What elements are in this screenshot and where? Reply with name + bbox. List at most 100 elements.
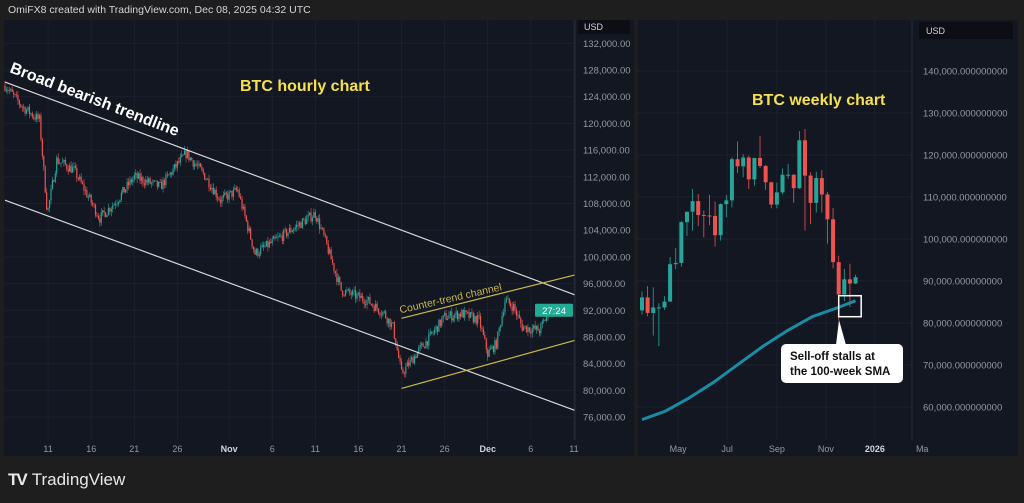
weekly-candle [718, 204, 723, 236]
hourly-candle [495, 340, 497, 349]
sma-100-week-line[interactable] [641, 299, 857, 422]
hourly-candle [377, 308, 380, 314]
hourly-time-axis[interactable] [5, 440, 633, 456]
callout-line1: Sell-off stalls at [790, 351, 875, 363]
hourly-candle [385, 311, 387, 318]
hourly-price-axis[interactable] [575, 20, 633, 440]
weekly-candle [802, 140, 807, 176]
hourly-candle [162, 179, 164, 190]
hourly-candle [194, 163, 196, 167]
countdown-badge [535, 303, 573, 317]
hourly-candle [66, 164, 68, 169]
hourly-candle [445, 313, 447, 320]
hourly-candle [202, 169, 204, 173]
hourly-candle [446, 318, 449, 320]
weekly-candle [684, 211, 689, 223]
hourly-candle [465, 310, 467, 312]
hourly-candle [296, 224, 298, 228]
weekly-candle [758, 157, 763, 166]
hourly-candle [224, 192, 226, 196]
x-tick-label: Nov [818, 444, 835, 454]
hourly-candle [87, 196, 89, 198]
hourly-candle [97, 216, 99, 219]
hourly-candle [340, 282, 342, 291]
weekly-candle [797, 140, 802, 189]
hourly-candle [4, 85, 6, 91]
hourly-candle [487, 349, 489, 357]
hourly-candle [438, 319, 440, 332]
hourly-candle [336, 273, 338, 283]
weekly-candle [673, 262, 678, 265]
hourly-candle [449, 311, 451, 316]
hourly-candle [37, 113, 39, 119]
hourly-candle [426, 341, 428, 346]
hourly-candle [125, 189, 127, 193]
hourly-candle [165, 174, 167, 186]
hourly-candle [56, 157, 58, 174]
callout-bubble [781, 344, 903, 383]
hourly-candle [290, 228, 292, 233]
bearish-trendline[interactable] [4, 199, 576, 411]
hourly-candle [459, 313, 462, 317]
hourly-candle [393, 322, 395, 339]
hourly-candle [96, 215, 98, 217]
hourly-candle [14, 94, 16, 95]
bearish-trendline[interactable] [4, 81, 576, 296]
hourly-candle [502, 312, 505, 316]
y-tick-label: 120,000.000000000 [923, 151, 1008, 162]
hourly-candle [494, 340, 496, 353]
hourly-candle [507, 298, 509, 300]
hourly-candle [478, 315, 480, 316]
hourly-candle [517, 314, 519, 316]
hourly-candle [337, 277, 339, 283]
counter-trend-channel-line[interactable] [401, 274, 576, 319]
chart-credit: OmiFX8 created with TradingView.com, Dec… [8, 4, 311, 16]
hourly-candle [30, 113, 32, 115]
hourly-candle [10, 89, 12, 91]
hourly-candle [135, 173, 137, 176]
weekly-candle [763, 165, 768, 183]
hourly-candle [84, 190, 87, 191]
hourly-candle [370, 303, 372, 305]
hourly-candle [497, 331, 499, 349]
hourly-candle [195, 163, 197, 166]
x-tick-label: Ma [916, 444, 929, 454]
hourly-candle [432, 332, 434, 334]
hourly-candle [467, 311, 469, 313]
hourly-candle [504, 301, 506, 313]
weekly-candle [836, 262, 841, 295]
y-tick-label: 104,000.00 [583, 226, 631, 237]
hourly-candle [508, 298, 510, 304]
hourly-candle [211, 187, 213, 190]
weekly-candle [668, 264, 673, 302]
hourly-candle [455, 311, 457, 315]
hourly-candle [159, 182, 161, 183]
hourly-candle [229, 190, 232, 192]
hourly-candle [441, 319, 443, 326]
y-tick-label: 90,000.000000000 [923, 277, 1002, 288]
hourly-candle [234, 187, 236, 190]
weekly-candle [735, 159, 740, 167]
x-tick-label: Jul [721, 444, 733, 454]
hourly-candle [169, 172, 171, 175]
x-tick-label: 6 [270, 444, 275, 454]
hourly-candle [353, 290, 355, 292]
weekly-price-axis[interactable] [912, 20, 1018, 440]
hourly-candle [133, 175, 135, 179]
hourly-candle [433, 329, 436, 333]
hourly-candle [419, 344, 421, 348]
hourly-candle [346, 290, 348, 291]
hourly-candle [189, 157, 191, 160]
hourly-candle [501, 315, 503, 326]
hourly-candle [178, 161, 180, 163]
hourly-candle [86, 190, 88, 198]
hourly-candle [409, 359, 411, 366]
hourly-candle [435, 326, 437, 330]
hourly-candle [389, 318, 391, 327]
hourly-candle [533, 325, 535, 329]
hourly-candle [156, 180, 158, 187]
hourly-candle [63, 160, 65, 162]
hourly-candle [107, 208, 110, 215]
counter-trend-channel-line[interactable] [401, 339, 576, 389]
weekly-time-axis[interactable] [638, 440, 1018, 456]
